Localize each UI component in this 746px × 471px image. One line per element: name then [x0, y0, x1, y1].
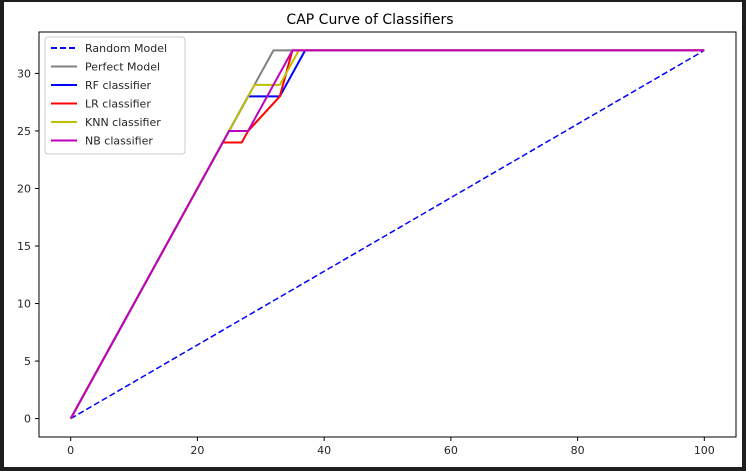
legend-label-lr-classifier: LR classifier [85, 98, 151, 111]
x-tick-label: 0 [67, 444, 74, 457]
legend-box [44, 36, 186, 155]
x-tick-label: 80 [571, 444, 585, 457]
series-line-random-model [70, 49, 705, 420]
plot-frame [38, 31, 737, 438]
cap-curve-chart: CAP Curve of Classifiers 0 20 40 60 80 100 0 5 1… [17, 12, 737, 457]
x-tick-label: 100 [694, 444, 715, 457]
legend-label-nb-classifier: NB classifier [85, 135, 153, 148]
x-tick-label: 60 [444, 444, 458, 457]
legend-label-rf-classifier: RF classifier [85, 79, 152, 92]
chart-figure: CAP Curve of Classifiers 0 20 40 60 80 100 0 5 1… [4, 2, 742, 467]
y-tick-label: 30 [17, 67, 31, 80]
y-tick-label: 15 [17, 240, 31, 253]
x-tick-label: 20 [190, 444, 204, 457]
legend-label-knn-classifier: KNN classifier [85, 116, 161, 129]
legend-label-perfect-model: Perfect Model [85, 61, 160, 74]
y-tick-label: 5 [24, 355, 31, 368]
chart-title: CAP Curve of Classifiers [286, 12, 453, 28]
legend: Random Model Perfect Model RF classifier LR… [44, 36, 186, 155]
y-tick-label: 10 [17, 298, 31, 311]
legend-label-random-model: Random Model [85, 42, 167, 55]
y-tick-label: 25 [17, 125, 31, 138]
y-tick-label: 20 [17, 182, 31, 195]
y-tick-label: 0 [24, 413, 31, 426]
x-tick-label: 40 [317, 444, 331, 457]
series-line-nb-classifier [69, 49, 705, 420]
